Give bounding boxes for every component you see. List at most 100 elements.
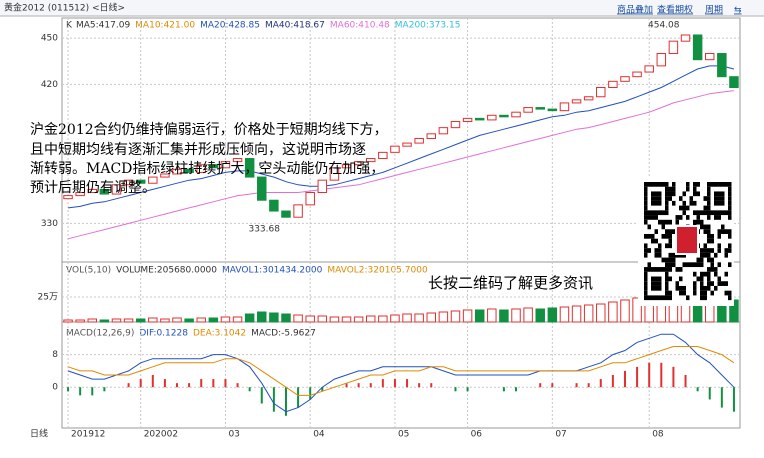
header-link[interactable]: 查看期权 [657, 4, 693, 16]
qr-cell [728, 215, 732, 220]
qr-cell [700, 295, 704, 301]
qr-cell [668, 252, 672, 258]
candle [172, 168, 182, 175]
qr-cell [717, 262, 721, 268]
qr-cell [665, 196, 669, 201]
qr-cell [717, 200, 721, 206]
x-tick-label: 05 [398, 430, 409, 440]
volume-bar [402, 313, 412, 323]
qr-cell [651, 267, 655, 272]
candle [196, 164, 206, 173]
candle [717, 53, 727, 78]
volume-bar [63, 319, 73, 323]
legend-entry: DIF:0.1228 [139, 329, 188, 339]
qr-cell [682, 210, 686, 216]
x-tick-label: 03 [228, 430, 239, 440]
candle [596, 86, 606, 98]
qr-cell [654, 210, 658, 216]
qr-cell [651, 238, 655, 244]
qr-cell [728, 229, 732, 234]
candle [111, 184, 122, 195]
volume-bar [474, 309, 485, 323]
header-link[interactable]: 商品叠加 [617, 4, 653, 16]
qr-cell [658, 196, 662, 201]
qr-cell [658, 219, 662, 225]
qr-cell [693, 271, 697, 277]
volume-bar [75, 319, 85, 323]
qr-cell [714, 196, 718, 201]
header-link[interactable]: 周期 [705, 5, 723, 16]
qr-cell [679, 252, 683, 258]
header-link[interactable]: ⇆ [734, 6, 742, 16]
volume-bar [232, 316, 243, 323]
y-tick-label: 25万 [38, 293, 58, 303]
volume-bar [596, 303, 606, 323]
qr-cell [724, 271, 728, 277]
qr-cell [710, 238, 714, 244]
qr-cell [682, 191, 686, 197]
qr-cell [647, 224, 651, 230]
qr-cell [651, 285, 655, 291]
qr-cell [665, 191, 669, 197]
qr-cell [654, 248, 658, 253]
qr-cell [665, 229, 669, 234]
volume-bar [390, 314, 400, 323]
qr-cell [686, 262, 690, 268]
qr-cell [689, 262, 693, 268]
qr-cell [693, 281, 697, 286]
qr-cell [644, 219, 648, 225]
qr-cell [721, 281, 725, 286]
candle [244, 158, 255, 178]
qr-cell [700, 285, 704, 291]
qr-cell [728, 243, 732, 249]
legend-entry: MAVOL2:320105.7000 [327, 266, 428, 276]
qr-cell [658, 191, 662, 197]
qr-cell [707, 210, 711, 216]
candle [184, 168, 194, 173]
legend-entry: MA20:428.85 [200, 21, 260, 31]
qr-cell [668, 219, 672, 225]
qr-cell [668, 196, 672, 201]
volume-bar [462, 309, 473, 323]
qr-cell [707, 186, 711, 192]
qr-cell [728, 248, 732, 253]
volume-bar [160, 318, 170, 323]
price-annotation: 454.08 [648, 20, 680, 30]
qr-cell [668, 295, 672, 301]
qr-cell [668, 186, 672, 192]
x-tick-label: 06 [471, 430, 483, 440]
qr-cell [696, 210, 700, 216]
volume-bar [99, 319, 110, 323]
qr-cell [703, 210, 707, 216]
qr-cell [672, 200, 676, 206]
qr-cell [644, 267, 648, 272]
qr-cell [728, 186, 732, 192]
candle [462, 117, 473, 122]
legend-entry: VOLUME:205680.0000 [116, 266, 217, 276]
qr-cell [721, 224, 725, 230]
qr-cell [717, 281, 721, 286]
qr-cell [654, 252, 658, 258]
qr-cell [707, 257, 711, 263]
qr-cell [644, 205, 648, 211]
qr-cell [728, 290, 732, 296]
qr-cell [647, 182, 651, 187]
qr-cell [721, 196, 725, 201]
candle [293, 204, 303, 218]
qr-cell [717, 182, 721, 187]
qr-cell [717, 243, 721, 249]
ma-line [68, 65, 735, 209]
x-tick-label: 201912 [71, 430, 105, 440]
qr-cell [644, 182, 648, 187]
qr-cell [644, 196, 648, 201]
qr-cell [703, 243, 707, 249]
candle [378, 151, 388, 160]
volume-bar [450, 310, 461, 323]
qr-cell [661, 295, 665, 301]
qr-cell [654, 191, 658, 197]
candle [317, 179, 328, 194]
qr-cell [721, 229, 725, 234]
axis-label: 日线 [30, 428, 48, 440]
candle [632, 71, 642, 78]
volume-bar [317, 315, 328, 323]
